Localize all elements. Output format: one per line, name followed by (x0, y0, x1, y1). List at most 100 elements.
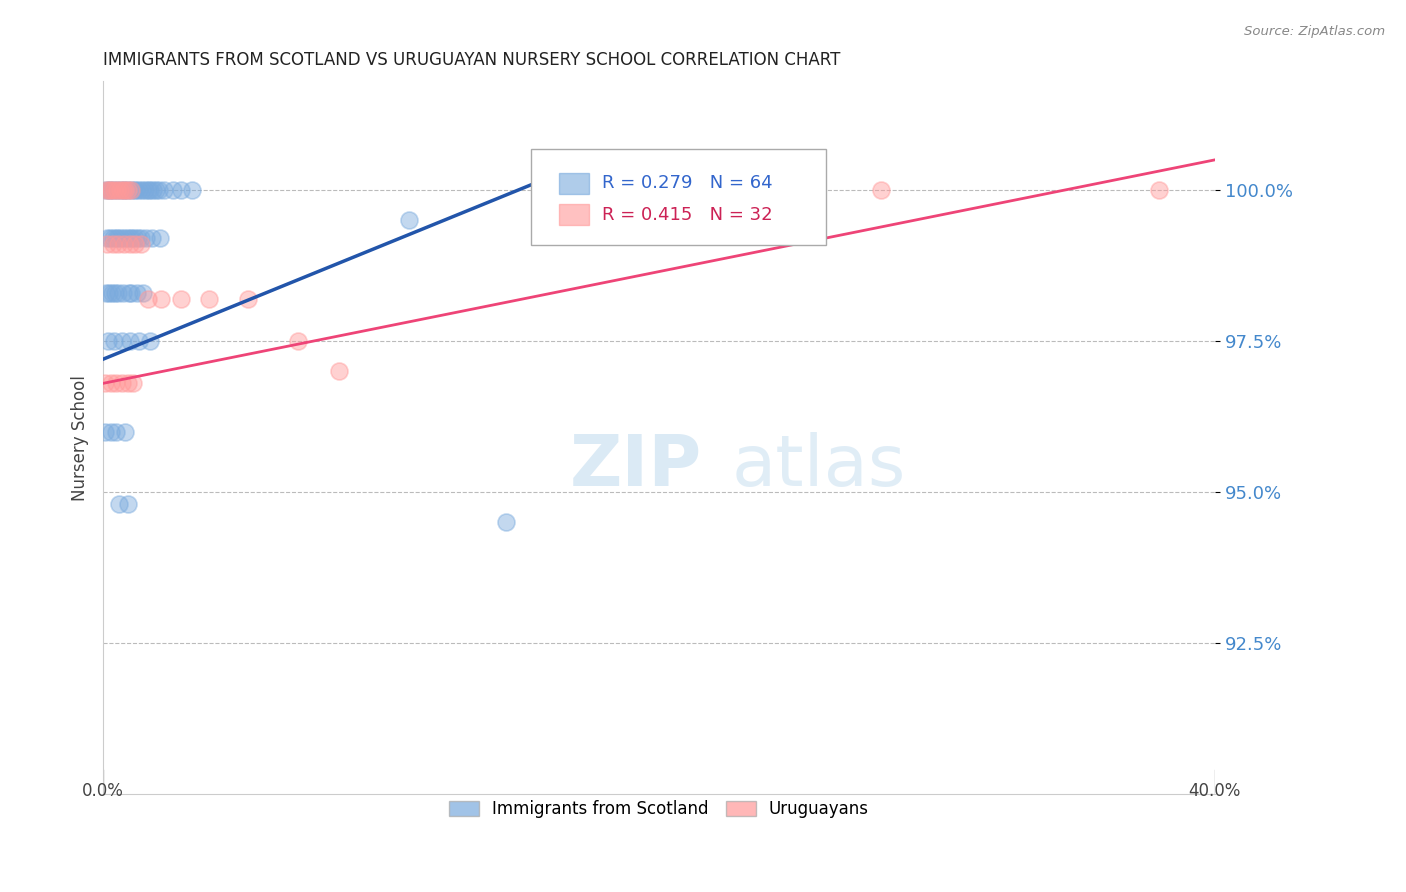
Point (96, 237, 118, 252)
Point (100, 183, 122, 197)
Point (131, 285, 153, 300)
Point (117, 183, 139, 197)
Point (148, 183, 170, 197)
Text: ZIP: ZIP (569, 432, 703, 500)
Point (328, 364, 350, 378)
Text: 0.0%: 0.0% (82, 782, 124, 800)
Point (103, 183, 125, 197)
Point (101, 231, 124, 245)
Text: atlas: atlas (731, 432, 905, 500)
Point (1149, 183, 1171, 197)
Point (128, 183, 150, 197)
Point (112, 285, 135, 300)
Point (117, 376, 139, 391)
Point (114, 183, 136, 197)
Point (141, 231, 163, 245)
Point (117, 497, 139, 511)
Y-axis label: Nursery School: Nursery School (72, 375, 89, 500)
Point (118, 285, 141, 300)
Point (181, 183, 204, 197)
Point (114, 183, 136, 197)
Point (197, 292, 219, 306)
Point (122, 183, 145, 197)
Point (118, 237, 141, 252)
Point (142, 183, 165, 197)
Point (121, 231, 143, 245)
Point (127, 231, 149, 245)
Point (145, 183, 167, 197)
Point (162, 183, 184, 197)
Point (287, 334, 309, 348)
Point (105, 183, 128, 197)
Point (108, 497, 131, 511)
Point (495, 515, 517, 529)
Point (149, 231, 172, 245)
Point (111, 183, 134, 197)
Point (125, 285, 148, 300)
FancyBboxPatch shape (531, 149, 825, 245)
Point (107, 285, 129, 300)
Point (100, 425, 122, 439)
Point (139, 183, 162, 197)
Point (112, 237, 135, 252)
Point (112, 231, 135, 245)
Point (124, 231, 146, 245)
Point (398, 213, 420, 227)
Point (121, 285, 143, 300)
Point (103, 183, 125, 197)
Text: Source: ZipAtlas.com: Source: ZipAtlas.com (1244, 25, 1385, 38)
Point (131, 183, 153, 197)
Point (129, 237, 152, 252)
Point (108, 183, 131, 197)
Point (107, 237, 129, 252)
Point (96, 285, 118, 300)
Point (101, 285, 124, 300)
Point (108, 183, 131, 197)
Point (110, 231, 132, 245)
Point (111, 334, 134, 348)
Point (100, 376, 122, 391)
Point (101, 237, 124, 252)
Point (134, 183, 156, 197)
Point (150, 292, 173, 306)
Point (115, 231, 138, 245)
Point (105, 376, 128, 391)
Point (136, 183, 159, 197)
Text: R = 0.279   N = 64: R = 0.279 N = 64 (602, 174, 773, 193)
Point (97, 334, 120, 348)
Point (94, 183, 117, 197)
Point (96, 231, 118, 245)
Point (104, 285, 127, 300)
Legend: Immigrants from Scotland, Uruguayans: Immigrants from Scotland, Uruguayans (443, 794, 876, 825)
Point (129, 231, 152, 245)
Point (136, 292, 159, 306)
Point (870, 183, 893, 197)
Point (107, 231, 129, 245)
Point (120, 334, 142, 348)
Point (117, 183, 139, 197)
Point (114, 425, 136, 439)
Point (118, 231, 141, 245)
Point (94, 425, 117, 439)
Point (104, 231, 127, 245)
Bar (560, 172, 589, 194)
Point (94, 376, 117, 391)
Text: 40.0%: 40.0% (1188, 782, 1241, 800)
Point (139, 334, 162, 348)
Point (135, 231, 157, 245)
Text: IMMIGRANTS FROM SCOTLAND VS URUGUAYAN NURSERY SCHOOL CORRELATION CHART: IMMIGRANTS FROM SCOTLAND VS URUGUAYAN NU… (103, 51, 841, 69)
Point (111, 376, 134, 391)
Point (97, 183, 120, 197)
Point (94, 183, 117, 197)
Bar (560, 204, 589, 226)
Point (111, 183, 134, 197)
Point (124, 237, 146, 252)
Point (103, 334, 125, 348)
Point (98, 285, 121, 300)
Point (125, 183, 148, 197)
Point (97, 183, 120, 197)
Point (236, 292, 259, 306)
Point (170, 292, 193, 306)
Point (100, 183, 122, 197)
Point (120, 183, 142, 197)
